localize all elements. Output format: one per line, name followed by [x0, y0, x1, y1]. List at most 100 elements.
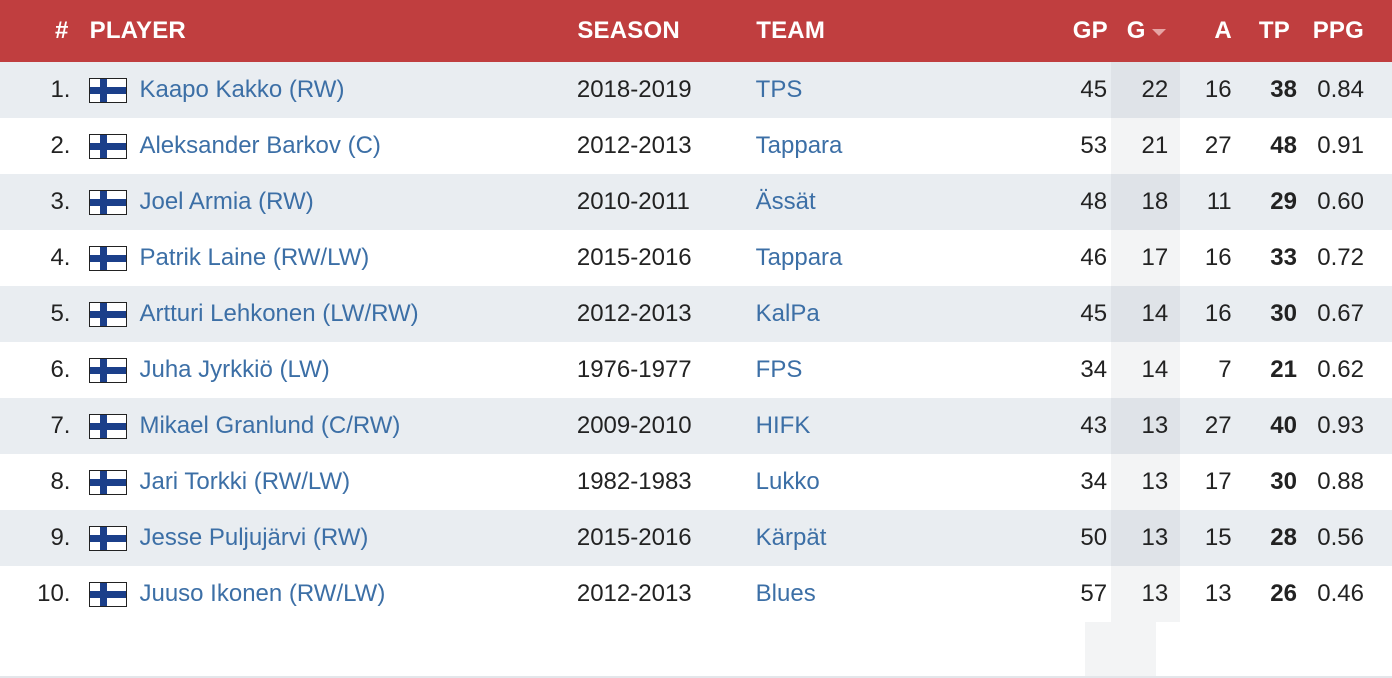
header-ppg[interactable]: PPG — [1312, 17, 1364, 44]
points-cell: 28 — [1270, 524, 1297, 551]
finland-flag-icon — [89, 133, 128, 159]
sort-descending-icon — [1151, 28, 1166, 36]
season-cell: 2012-2013 — [576, 132, 692, 159]
player-link[interactable]: Jesse Puljujärvi (RW) — [139, 524, 369, 551]
ppg-cell: 0.84 — [1317, 76, 1364, 103]
goals-value: 14 — [1141, 356, 1169, 383]
team-cell: Kärpät — [741, 524, 1016, 552]
season-cell: 2009-2010 — [576, 412, 692, 439]
table-row: 3. Joel Armia (RW) 2010-2011 Ässät 48 18 11 29 0… — [0, 174, 1392, 230]
goals-value: 13 — [1141, 524, 1169, 551]
rank-cell: 3. — [50, 188, 71, 215]
table-row: 9. Jesse Puljujärvi (RW) 2015-2016 Kärpät 50… — [0, 510, 1392, 566]
points-cell: 21 — [1270, 356, 1297, 383]
header-tp[interactable]: TP — [1258, 17, 1290, 44]
points-cell: 30 — [1270, 300, 1297, 327]
header-gp[interactable]: GP — [1072, 17, 1108, 44]
team-link[interactable]: Ässät — [755, 188, 816, 215]
team-cell: Blues — [741, 580, 1016, 608]
player-link[interactable]: Jari Torkki (RW/LW) — [139, 468, 351, 495]
sorted-column-shade — [1085, 622, 1156, 678]
team-link[interactable]: Kärpät — [755, 524, 827, 551]
goals-cell: 22 — [1111, 62, 1181, 118]
assists-cell: 11 — [1206, 188, 1232, 215]
table-bottom-border — [0, 676, 1392, 678]
gp-cell: 46 — [1080, 244, 1108, 271]
player-link[interactable]: Artturi Lehkonen (LW/RW) — [139, 300, 419, 327]
player-link[interactable]: Aleksander Barkov (C) — [139, 132, 381, 159]
header-team[interactable]: TEAM — [756, 17, 826, 44]
ppg-cell: 0.91 — [1317, 132, 1364, 159]
gp-cell: 45 — [1080, 76, 1108, 103]
points-cell: 38 — [1270, 76, 1297, 103]
team-cell: Tappara — [741, 244, 1016, 272]
goals-cell: 21 — [1111, 118, 1181, 174]
table-row: 4. Patrik Laine (RW/LW) 2015-2016 Tappara 46… — [0, 230, 1392, 286]
goals-cell: 18 — [1111, 174, 1181, 230]
table-row: 2. Aleksander Barkov (C) 2012-2013 Tappara 5… — [0, 118, 1392, 174]
assists-cell: 13 — [1204, 580, 1232, 607]
team-link[interactable]: Tappara — [755, 244, 843, 271]
assists-cell: 7 — [1218, 356, 1232, 383]
points-cell: 30 — [1270, 468, 1297, 495]
team-cell: Ässät — [741, 188, 1016, 216]
player-cell: Artturi Lehkonen (LW/RW) — [74, 300, 560, 328]
player-cell: Aleksander Barkov (C) — [74, 132, 560, 160]
player-link[interactable]: Patrik Laine (RW/LW) — [139, 244, 370, 271]
team-cell: TPS — [741, 76, 1016, 104]
rank-cell: 1. — [50, 76, 71, 103]
team-link[interactable]: Blues — [755, 580, 816, 607]
finland-flag-icon — [89, 525, 128, 551]
header-a[interactable]: A — [1214, 17, 1232, 44]
rank-cell: 6. — [50, 356, 71, 383]
goals-value: 21 — [1141, 132, 1169, 159]
goals-value: 17 — [1141, 244, 1169, 271]
assists-cell: 15 — [1204, 524, 1232, 551]
points-cell: 40 — [1270, 412, 1297, 439]
rank-cell: 4. — [50, 244, 71, 271]
team-link[interactable]: KalPa — [755, 300, 820, 327]
finland-flag-icon — [89, 77, 128, 103]
table-row: 7. Mikael Granlund (C/RW) 2009-2010 HIFK 43 1… — [0, 398, 1392, 454]
team-link[interactable]: Tappara — [755, 132, 843, 159]
team-cell: HIFK — [741, 412, 1016, 440]
player-cell: Kaapo Kakko (RW) — [74, 76, 560, 104]
table-body: 1. Kaapo Kakko (RW) 2018-2019 TPS 45 22 16 38 0.… — [0, 62, 1392, 622]
player-cell: Patrik Laine (RW/LW) — [74, 244, 560, 272]
header-season[interactable]: SEASON — [577, 17, 680, 44]
season-cell: 2010-2011 — [576, 188, 690, 215]
finland-flag-icon — [89, 301, 128, 327]
team-link[interactable]: FPS — [755, 356, 803, 383]
header-rank[interactable]: # — [55, 17, 69, 44]
rank-cell: 8. — [50, 468, 71, 495]
season-cell: 1976-1977 — [576, 356, 692, 383]
goals-cell: 13 — [1111, 566, 1181, 622]
assists-cell: 27 — [1204, 412, 1232, 439]
rank-cell: 10. — [37, 580, 71, 607]
ppg-cell: 0.56 — [1317, 524, 1364, 551]
finland-flag-icon — [89, 245, 128, 271]
team-link[interactable]: Lukko — [755, 468, 820, 495]
team-link[interactable]: HIFK — [755, 412, 811, 439]
points-cell: 33 — [1270, 244, 1297, 271]
player-link[interactable]: Mikael Granlund (C/RW) — [139, 412, 401, 439]
player-cell: Jari Torkki (RW/LW) — [74, 468, 560, 496]
team-link[interactable]: TPS — [755, 76, 803, 103]
season-cell: 2012-2013 — [576, 300, 692, 327]
header-player[interactable]: PLAYER — [89, 17, 186, 44]
player-link[interactable]: Juuso Ikonen (RW/LW) — [139, 580, 386, 607]
player-cell: Juha Jyrkkiö (LW) — [74, 356, 560, 384]
player-link[interactable]: Juha Jyrkkiö (LW) — [139, 356, 330, 383]
table-row: 8. Jari Torkki (RW/LW) 1982-1983 Lukko 34 13 1… — [0, 454, 1392, 510]
rank-cell: 9. — [50, 524, 71, 551]
points-cell: 29 — [1270, 188, 1297, 215]
ppg-cell: 0.93 — [1317, 412, 1364, 439]
player-link[interactable]: Joel Armia (RW) — [139, 188, 314, 215]
player-cell: Joel Armia (RW) — [74, 188, 560, 216]
goals-value: 14 — [1141, 300, 1169, 327]
ppg-cell: 0.88 — [1317, 468, 1364, 495]
player-link[interactable]: Kaapo Kakko (RW) — [139, 76, 345, 103]
gp-cell: 50 — [1080, 524, 1108, 551]
header-g[interactable]: G — [1112, 17, 1181, 45]
